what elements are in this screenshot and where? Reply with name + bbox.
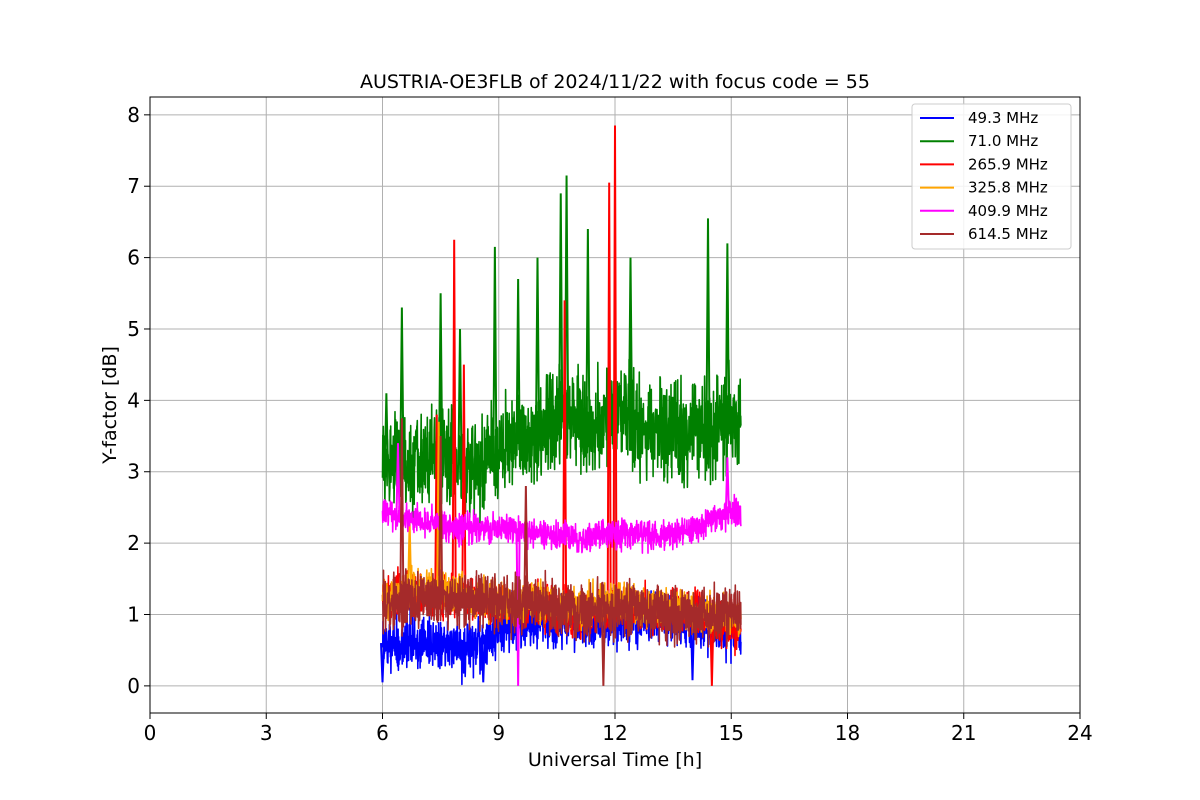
- series-peak: [585, 229, 591, 429]
- series-peak: [492, 246, 498, 455]
- series-peak: [606, 182, 612, 609]
- series-peak: [709, 619, 715, 686]
- x-axis: 0 3 6 9 12 15 18 21 24: [144, 713, 1093, 745]
- y-axis: 0 1 2 3 4 5 6 7 8: [127, 103, 150, 698]
- y-tick-label: 6: [127, 246, 140, 270]
- legend-label: 409.9 MHz: [968, 202, 1048, 220]
- legend: 49.3 MHz 71.0 MHz 265.9 MHz 325.8 MHz 40…: [911, 103, 1072, 250]
- y-tick-label: 1: [127, 602, 140, 626]
- x-tick-label: 0: [144, 721, 157, 745]
- series-peak: [724, 457, 730, 513]
- series-peak: [612, 125, 618, 608]
- legend-label: 49.3 MHz: [968, 109, 1038, 127]
- x-tick-label: 18: [835, 721, 860, 745]
- x-tick-label: 6: [376, 721, 389, 745]
- series-peak: [395, 443, 401, 516]
- series-peak: [523, 486, 529, 604]
- x-tick-label: 15: [719, 721, 744, 745]
- x-tick-label: 24: [1067, 721, 1092, 745]
- series-peak: [480, 637, 486, 683]
- series-peak: [724, 243, 730, 423]
- series-peak: [457, 328, 463, 462]
- series-peak: [383, 393, 389, 469]
- y-tick-label: 8: [127, 103, 140, 127]
- series-peak: [451, 239, 457, 594]
- x-tick-label: 9: [492, 721, 505, 745]
- y-tick-label: 7: [127, 174, 140, 198]
- legend-label: 614.5 MHz: [968, 225, 1048, 243]
- series-peak: [515, 279, 521, 444]
- legend-label: 325.8 MHz: [968, 179, 1048, 197]
- series-peak: [399, 307, 405, 458]
- y-tick-label: 0: [127, 674, 140, 698]
- y-tick-label: 2: [127, 531, 140, 555]
- series-peak: [600, 609, 606, 686]
- x-tick-label: 3: [260, 721, 273, 745]
- series-5: [381, 418, 742, 686]
- series-peak: [705, 218, 711, 427]
- series-1: [381, 175, 742, 525]
- series-layer: [380, 125, 742, 686]
- series-line: [381, 358, 742, 525]
- chart-title: AUSTRIA-OE3FLB of 2024/11/22 with focus …: [360, 71, 870, 93]
- series-peak: [438, 293, 444, 451]
- legend-label: 71.0 MHz: [968, 132, 1038, 150]
- series-peak: [399, 418, 405, 603]
- series-peak: [690, 621, 695, 681]
- y-tick-label: 5: [127, 317, 140, 341]
- x-tick-label: 21: [951, 721, 976, 745]
- y-axis-label: Y-factor [dB]: [99, 346, 121, 465]
- series-peak: [535, 257, 540, 429]
- series-peak: [380, 643, 385, 683]
- series-peak: [628, 257, 633, 421]
- series-peak: [558, 193, 564, 417]
- x-tick-label: 12: [602, 721, 627, 745]
- legend-label: 265.9 MHz: [968, 155, 1048, 173]
- series-peak: [438, 436, 444, 601]
- x-axis-label: Universal Time [h]: [528, 749, 702, 771]
- y-tick-label: 3: [127, 460, 140, 484]
- y-tick-label: 4: [127, 388, 140, 412]
- series-peak: [562, 300, 568, 612]
